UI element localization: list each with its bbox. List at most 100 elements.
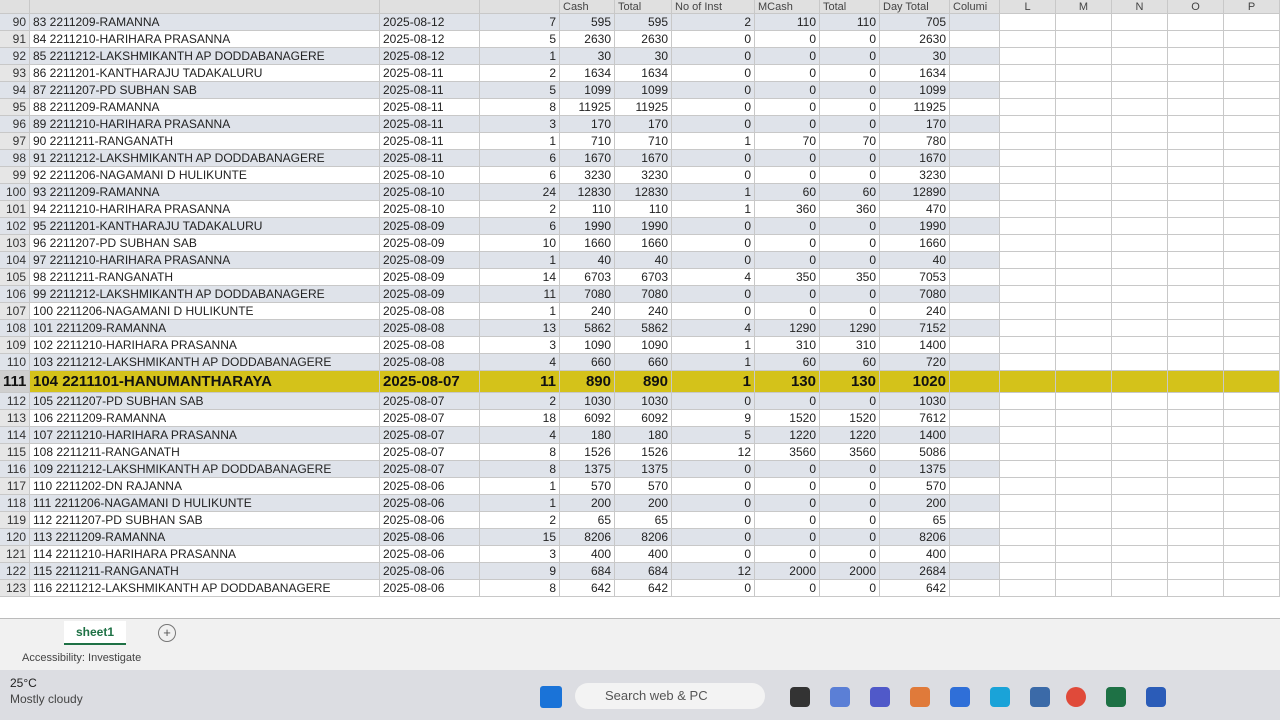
weather[interactable]: Mostly cloudy bbox=[10, 692, 83, 706]
empty-cell bbox=[1224, 529, 1280, 546]
name-cell: 102 2211210-HARIHARA PRASANNA bbox=[30, 337, 380, 354]
app-icon[interactable] bbox=[830, 687, 850, 707]
empty-cell bbox=[950, 269, 1000, 286]
mcash-cell: 0 bbox=[755, 252, 820, 269]
empty-cell bbox=[1224, 99, 1280, 116]
mcash-cell: 0 bbox=[755, 303, 820, 320]
empty-cell bbox=[950, 461, 1000, 478]
count-cell: 8 bbox=[480, 461, 560, 478]
mcash-cell: 0 bbox=[755, 235, 820, 252]
row-number: 121 bbox=[0, 546, 30, 563]
search-box[interactable]: Search web & PC bbox=[575, 683, 765, 709]
empty-cell bbox=[1000, 218, 1056, 235]
name-cell: 91 2211212-LAKSHMIKANTH AP DODDABANAGERE bbox=[30, 150, 380, 167]
cash-cell: 6703 bbox=[560, 269, 615, 286]
app-icon[interactable] bbox=[1106, 687, 1126, 707]
empty-cell bbox=[1224, 337, 1280, 354]
sheet-tab[interactable]: sheet1 bbox=[64, 621, 126, 645]
empty-cell bbox=[1056, 48, 1112, 65]
empty-cell bbox=[1056, 167, 1112, 184]
app-icon[interactable] bbox=[990, 687, 1010, 707]
mcash-total-cell: 60 bbox=[820, 184, 880, 201]
temperature[interactable]: 25°C bbox=[10, 676, 37, 690]
add-sheet-button[interactable]: + bbox=[158, 624, 176, 642]
count-cell: 8 bbox=[480, 444, 560, 461]
empty-cell bbox=[1000, 201, 1056, 218]
app-icon[interactable] bbox=[790, 687, 810, 707]
mcash-cell: 0 bbox=[755, 546, 820, 563]
name-cell: 84 2211210-HARIHARA PRASANNA bbox=[30, 31, 380, 48]
app-icon[interactable] bbox=[1030, 687, 1050, 707]
mcash-cell: 0 bbox=[755, 495, 820, 512]
row-number: 91 bbox=[0, 31, 30, 48]
app-icon[interactable] bbox=[1146, 687, 1166, 707]
start-button[interactable] bbox=[540, 686, 562, 708]
mcash-cell: 3560 bbox=[755, 444, 820, 461]
empty-cell bbox=[1168, 393, 1224, 410]
day-total-cell: 705 bbox=[880, 14, 950, 31]
empty-cell bbox=[950, 393, 1000, 410]
empty-cell bbox=[1112, 235, 1168, 252]
total-cell: 8206 bbox=[615, 529, 672, 546]
cash-cell: 570 bbox=[560, 478, 615, 495]
installments-cell: 12 bbox=[672, 563, 755, 580]
count-cell: 3 bbox=[480, 546, 560, 563]
empty-cell bbox=[1224, 218, 1280, 235]
count-cell: 1 bbox=[480, 133, 560, 150]
empty-cell bbox=[1056, 201, 1112, 218]
empty-cell bbox=[1000, 529, 1056, 546]
empty-cell bbox=[1112, 167, 1168, 184]
row-number: 117 bbox=[0, 478, 30, 495]
mcash-cell: 0 bbox=[755, 512, 820, 529]
empty-cell bbox=[1224, 320, 1280, 337]
day-total-cell: 7080 bbox=[880, 286, 950, 303]
mcash-cell: 2000 bbox=[755, 563, 820, 580]
day-total-cell: 1099 bbox=[880, 82, 950, 99]
row-number: 90 bbox=[0, 14, 30, 31]
app-icon[interactable] bbox=[950, 687, 970, 707]
empty-cell bbox=[1112, 478, 1168, 495]
day-total-cell: 5086 bbox=[880, 444, 950, 461]
day-total-cell: 780 bbox=[880, 133, 950, 150]
total-cell: 6092 bbox=[615, 410, 672, 427]
installments-cell: 0 bbox=[672, 286, 755, 303]
empty-cell bbox=[950, 495, 1000, 512]
empty-cell bbox=[1168, 99, 1224, 116]
app-icon[interactable] bbox=[910, 687, 930, 707]
total-cell: 642 bbox=[615, 580, 672, 597]
empty-cell bbox=[1000, 427, 1056, 444]
empty-cell bbox=[950, 235, 1000, 252]
row-number: 102 bbox=[0, 218, 30, 235]
app-icon[interactable] bbox=[1066, 687, 1086, 707]
empty-cell bbox=[1224, 303, 1280, 320]
empty-cell bbox=[1224, 116, 1280, 133]
installments-cell: 0 bbox=[672, 252, 755, 269]
total-cell: 890 bbox=[615, 371, 672, 393]
cash-cell: 710 bbox=[560, 133, 615, 150]
empty-cell bbox=[1168, 252, 1224, 269]
row-number: 98 bbox=[0, 150, 30, 167]
app-icon[interactable] bbox=[870, 687, 890, 707]
empty-cell bbox=[1056, 580, 1112, 597]
empty-cell bbox=[1112, 495, 1168, 512]
cash-cell: 8206 bbox=[560, 529, 615, 546]
empty-cell bbox=[1168, 410, 1224, 427]
installments-cell: 0 bbox=[672, 461, 755, 478]
header-cell bbox=[30, 0, 380, 14]
date-cell: 2025-08-08 bbox=[380, 303, 480, 320]
date-cell: 2025-08-07 bbox=[380, 371, 480, 393]
empty-cell bbox=[1056, 546, 1112, 563]
installments-cell: 0 bbox=[672, 235, 755, 252]
empty-cell bbox=[1000, 546, 1056, 563]
row-number: 118 bbox=[0, 495, 30, 512]
empty-cell bbox=[1056, 269, 1112, 286]
empty-cell bbox=[950, 444, 1000, 461]
empty-cell bbox=[1224, 393, 1280, 410]
name-cell: 85 2211212-LAKSHMIKANTH AP DODDABANAGERE bbox=[30, 48, 380, 65]
empty-cell bbox=[1168, 371, 1224, 393]
row-number: 107 bbox=[0, 303, 30, 320]
row-number: 109 bbox=[0, 337, 30, 354]
accessibility-status[interactable]: Accessibility: Investigate bbox=[22, 652, 142, 664]
name-cell: 110 2211202-DN RAJANNA bbox=[30, 478, 380, 495]
